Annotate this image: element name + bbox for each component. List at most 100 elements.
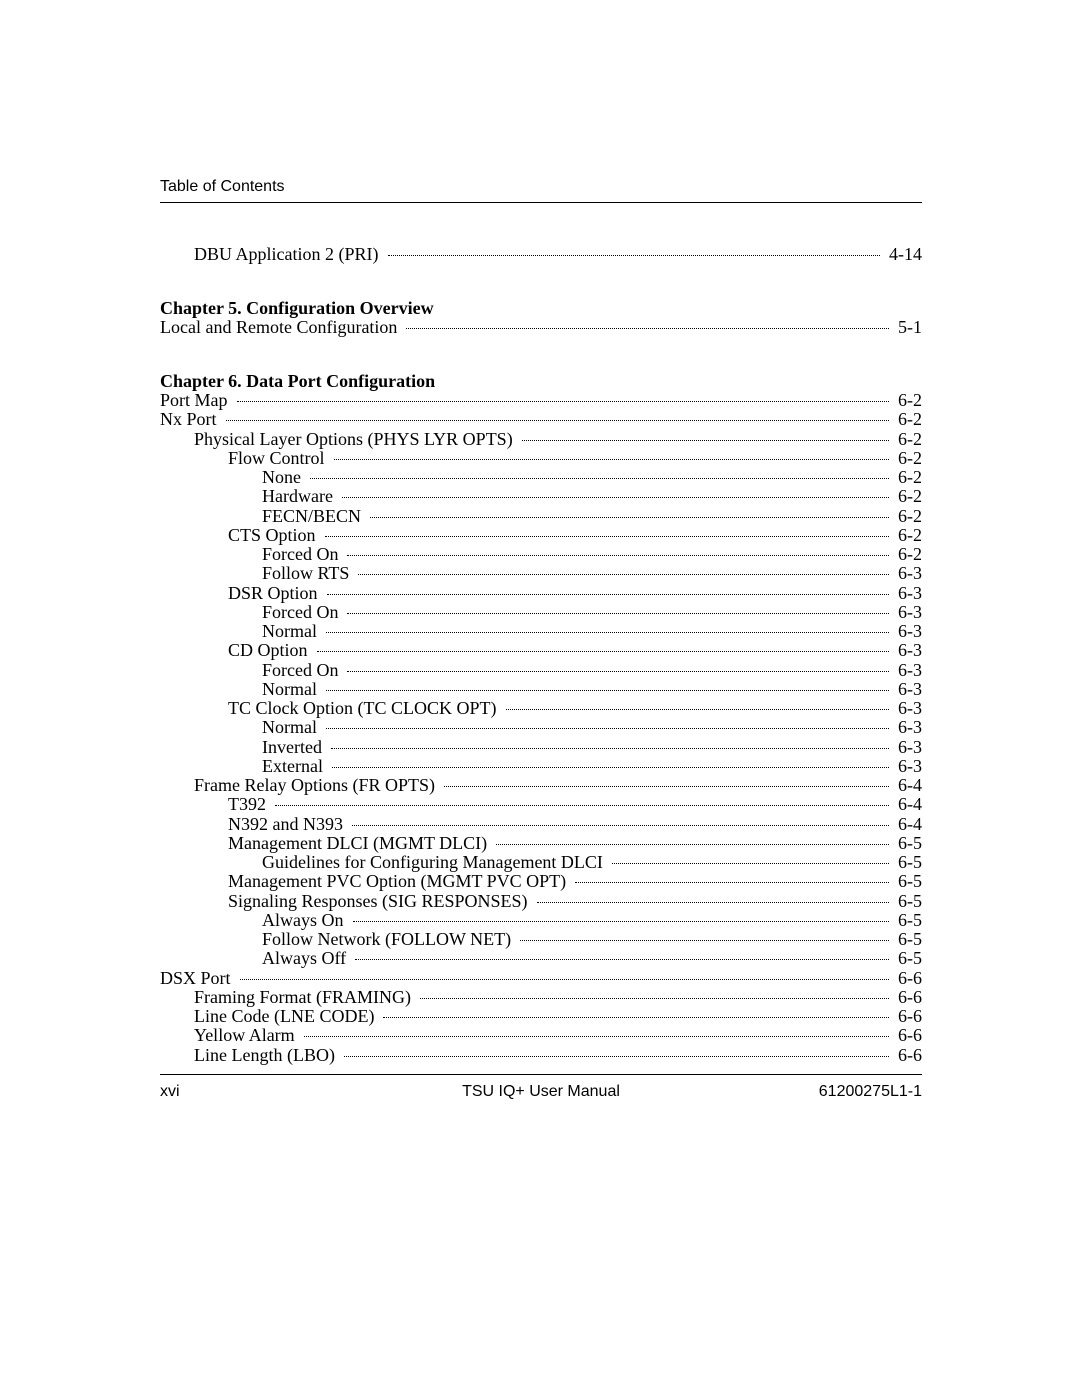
toc-entry: CTS Option 6-2 [160,526,922,544]
toc-entry-label: Management DLCI (MGMT DLCI) [228,834,493,852]
toc-entry: Follow RTS 6-3 [160,564,922,582]
toc-entry: Nx Port 6-2 [160,410,922,428]
toc-entry-page: 6-2 [892,410,922,428]
toc-entry: DSX Port 6-6 [160,969,922,987]
toc-entry-label: Follow RTS [262,564,355,582]
toc-entry-label: FECN/BECN [262,507,367,525]
toc-leader-dots [506,709,890,710]
toc-entry-label: Forced On [262,603,344,621]
toc-entry: Yellow Alarm 6-6 [160,1026,922,1044]
toc-entry-page: 6-3 [892,757,922,775]
page-footer: xvi TSU IQ+ User Manual 61200275L1-1 [160,1074,922,1101]
toc-entry: Normal 6-3 [160,622,922,640]
toc-entry: FECN/BECN 6-2 [160,507,922,525]
toc-entry-label: None [262,468,307,486]
toc-entry-label: DSR Option [228,584,324,602]
toc-entry-page: 6-3 [892,738,922,756]
page: Table of Contents DBU Application 2 (PRI… [0,0,1080,1397]
toc-leader-dots [344,1056,889,1057]
toc-entry-label: Guidelines for Configuring Management DL… [262,853,609,871]
toc-entry: Framing Format (FRAMING) 6-6 [160,988,922,1006]
toc-entry: Inverted 6-3 [160,738,922,756]
toc-entry-label: Normal [262,680,323,698]
toc-leader-dots [304,1036,889,1037]
toc-entry-page: 6-5 [892,892,922,910]
toc-leader-dots [327,594,889,595]
toc-entry: DBU Application 2 (PRI)4-14 [160,245,922,263]
toc-entry: Physical Layer Options (PHYS LYR OPTS) 6… [160,430,922,448]
toc-entry-label: Yellow Alarm [194,1026,301,1044]
toc-leader-dots [310,478,889,479]
toc-entry-label: Nx Port [160,410,223,428]
toc-entry-label: Flow Control [228,449,331,467]
toc-entry-label: N392 and N393 [228,815,349,833]
toc-entry-label: Normal [262,622,323,640]
toc-entry-label: CTS Option [228,526,322,544]
toc-entry: Normal 6-3 [160,680,922,698]
toc-entry-page: 6-4 [892,815,922,833]
toc-leader-dots [237,401,890,402]
toc-entry-page: 6-5 [892,853,922,871]
toc-leader-dots [332,767,889,768]
toc-leader-dots [522,440,889,441]
toc-entry-page: 6-6 [892,988,922,1006]
toc-leader-dots [388,255,881,256]
toc-entry-label: Inverted [262,738,328,756]
toc-entry-page: 6-5 [892,911,922,929]
footer-doc-number: 61200275L1-1 [668,1083,922,1101]
toc-leader-dots [342,497,889,498]
toc-entry: Line Length (LBO) 6-6 [160,1046,922,1064]
toc-leader-dots [355,959,889,960]
toc-entry-label: Port Map [160,391,234,409]
toc-leader-dots [317,651,889,652]
header-rule [160,202,922,203]
toc-entry-page: 6-3 [892,564,922,582]
toc-entry: External 6-3 [160,757,922,775]
toc-leader-dots [347,555,889,556]
toc-entry: Forced On 6-3 [160,661,922,679]
toc-leader-dots [347,613,889,614]
toc-entry: TC Clock Option (TC CLOCK OPT) 6-3 [160,699,922,717]
toc-entry: None 6-2 [160,468,922,486]
toc-entry-page: 6-2 [892,487,922,505]
toc-leader-dots [358,574,889,575]
toc-leader-dots [383,1017,889,1018]
toc-entry-label: T392 [228,795,272,813]
toc-leader-dots [334,459,889,460]
toc-entry-page: 5-1 [892,318,922,336]
toc-leader-dots [326,690,889,691]
toc-entry-page: 6-2 [892,507,922,525]
toc-leader-dots [326,632,889,633]
toc-entry: Management PVC Option (MGMT PVC OPT) 6-5 [160,872,922,890]
toc-leader-dots [331,748,889,749]
toc-chapter-heading: Chapter 6. Data Port Configuration [160,372,922,390]
toc-entry-page: 6-3 [892,584,922,602]
toc-entry-label: Line Code (LNE CODE) [194,1007,380,1025]
toc-entry: Forced On 6-2 [160,545,922,563]
toc-entry-label: Follow Network (FOLLOW NET) [262,930,517,948]
footer-rule [160,1074,922,1075]
toc-entry-label: Line Length (LBO) [194,1046,341,1064]
toc-entry-page: 6-6 [892,969,922,987]
toc-entry-page: 6-5 [892,930,922,948]
toc-entry-page: 6-2 [892,526,922,544]
toc-entry: Follow Network (FOLLOW NET) 6-5 [160,930,922,948]
toc-entry-page: 6-2 [892,430,922,448]
toc-entry-label: Normal [262,718,323,736]
toc-entry-label: External [262,757,329,775]
toc-entry-page: 6-5 [892,872,922,890]
table-of-contents: DBU Application 2 (PRI)4-14Chapter 5. Co… [160,245,922,1064]
toc-entry-label: Hardware [262,487,339,505]
toc-entry: Guidelines for Configuring Management DL… [160,853,922,871]
toc-entry-page: 6-2 [892,468,922,486]
toc-entry-page: 6-2 [892,391,922,409]
toc-entry-page: 6-6 [892,1007,922,1025]
toc-entry-label: Framing Format (FRAMING) [194,988,417,1006]
toc-entry-page: 6-3 [892,699,922,717]
toc-entry: Signaling Responses (SIG RESPONSES) 6-5 [160,892,922,910]
toc-entry: Forced On 6-3 [160,603,922,621]
toc-entry-page: 6-3 [892,680,922,698]
toc-entry-label: DBU Application 2 (PRI) [194,245,385,263]
toc-leader-dots [347,671,889,672]
toc-entry-page: 6-5 [892,949,922,967]
